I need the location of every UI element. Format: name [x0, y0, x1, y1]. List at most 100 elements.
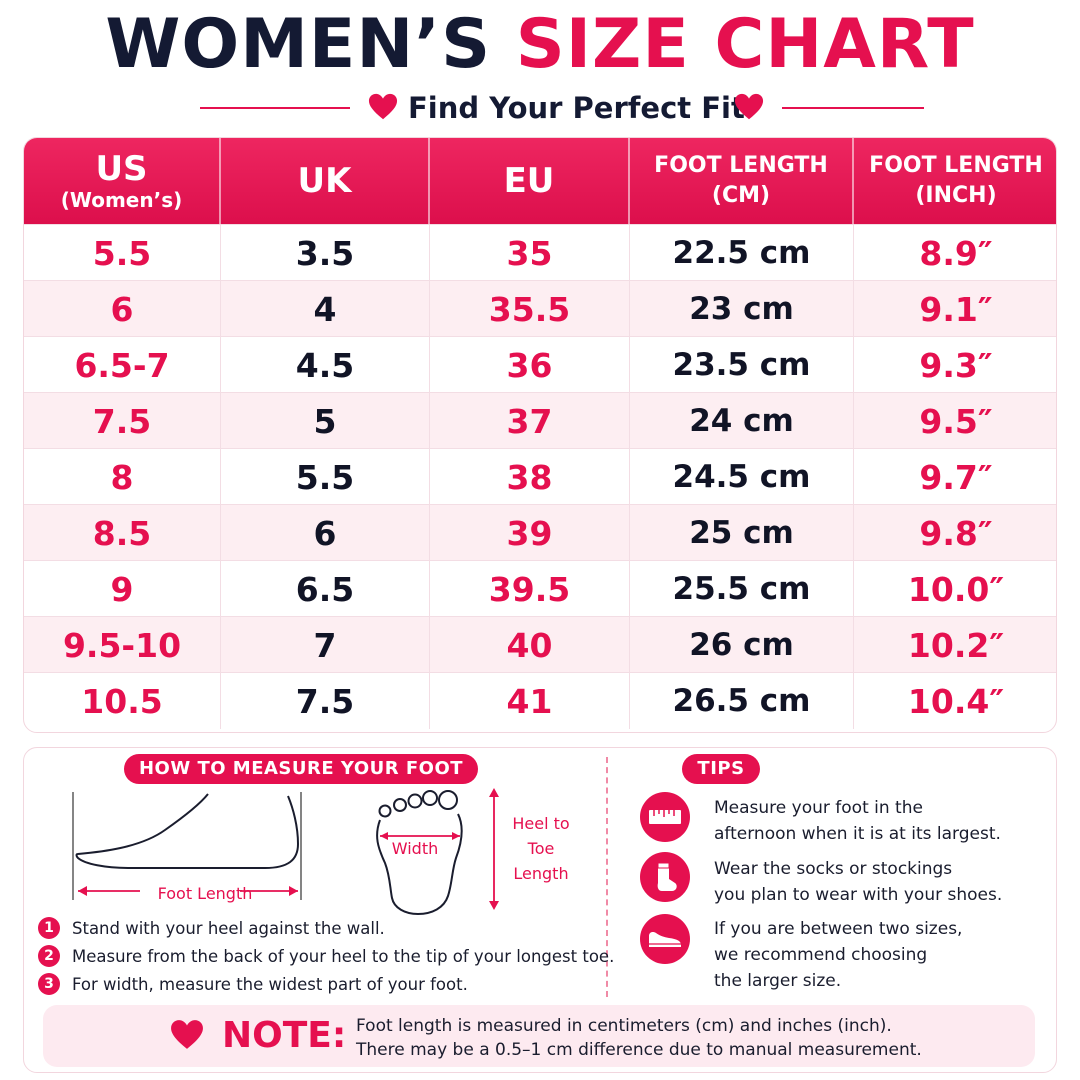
- table-row: 10.5 7.5 41 26.5 cm 10.4″: [24, 672, 1056, 729]
- measure-step-2: 2 Measure from the back of your heel to …: [38, 944, 614, 968]
- cell-uk: 7: [221, 617, 430, 673]
- tip-3: If you are between two sizes, we recomme…: [714, 916, 1044, 994]
- header-us-sub: (Women’s): [60, 188, 183, 212]
- cell-uk: 6.5: [221, 561, 430, 617]
- subtitle-row: Find Your Perfect Fit: [0, 88, 1080, 128]
- shoe-icon: [640, 914, 690, 964]
- header-foot-length-cm-label: FOOT LENGTH: [654, 153, 828, 178]
- cell-uk: 4: [221, 281, 430, 337]
- step-number: 2: [38, 945, 60, 967]
- table-row: 6 4 35.5 23 cm 9.1″: [24, 280, 1056, 337]
- cell-eu: 37: [430, 393, 630, 449]
- cell-uk: 5.5: [221, 449, 430, 505]
- cell-foot-inch: 9.8″: [919, 513, 993, 553]
- cell-eu: 39.5: [430, 561, 630, 617]
- cell-us: 5.5: [24, 225, 221, 281]
- step-text: Measure from the back of your heel to th…: [72, 946, 615, 966]
- cell-eu: 35.5: [430, 281, 630, 337]
- cell-eu: 36: [430, 337, 630, 393]
- cell-us: 9.5-10: [24, 617, 221, 673]
- cell-foot-inch: 9.1″: [919, 289, 993, 329]
- step-number: 3: [38, 973, 60, 995]
- step-text: Stand with your heel against the wall.: [72, 918, 385, 938]
- note-line-1: Foot length is measured in centimeters (…: [356, 1016, 892, 1036]
- foot-measurement-illustration: [72, 788, 499, 916]
- header-foot-length-cm-unit: (CM): [711, 183, 771, 208]
- measure-step-3: 3 For width, measure the widest part of …: [38, 972, 468, 996]
- foot-length-label: Foot Length: [157, 884, 253, 903]
- header-foot-length-cm: FOOT LENGTH (CM): [630, 138, 854, 224]
- tip-3-line-2: we recommend choosing: [714, 945, 928, 965]
- section-divider: [606, 757, 608, 997]
- cell-us: 10.5: [24, 673, 221, 729]
- tip-1: Measure your foot in the afternoon when …: [714, 795, 1044, 847]
- heart-icon: [368, 93, 398, 120]
- side-foot-outline: [75, 793, 300, 869]
- note-label: NOTE:: [222, 1015, 347, 1056]
- sock-icon: [640, 852, 690, 902]
- cell-uk: 6: [221, 505, 430, 561]
- tip-2-line-1: Wear the socks or stockings: [714, 859, 953, 879]
- cell-foot-cm: 25.5 cm: [630, 561, 854, 617]
- table-row: 8.5 6 39 25 cm 9.8″: [24, 504, 1056, 561]
- cell-us: 9: [24, 561, 221, 617]
- cell-uk: 4.5: [221, 337, 430, 393]
- table-row: 7.5 5 37 24 cm 9.5″: [24, 392, 1056, 449]
- cell-us: 8: [24, 449, 221, 505]
- table-row: 5.5 3.5 35 22.5 cm 8.9″: [24, 224, 1056, 281]
- cell-foot-cm: 26.5 cm: [630, 673, 854, 729]
- cell-foot-inch: 9.7″: [919, 457, 993, 497]
- tip-3-line-1: If you are between two sizes,: [714, 919, 963, 939]
- header-us: US (Women’s): [24, 138, 221, 224]
- heel-to-toe-line2: Toe: [527, 839, 555, 858]
- heel-to-toe-line3: Length: [513, 864, 569, 883]
- measure-step-1: 1 Stand with your heel against the wall.: [38, 916, 385, 940]
- cell-foot-cm: 26 cm: [630, 617, 854, 673]
- title-size-chart: SIZE CHART: [515, 5, 975, 84]
- cell-foot-inch: 9.3″: [919, 345, 993, 385]
- tip-1-line-2: afternoon when it is at its largest.: [714, 824, 1001, 844]
- tip-2-line-2: you plan to wear with your shoes.: [714, 885, 1003, 905]
- tip-1-line-1: Measure your foot in the: [714, 798, 923, 818]
- page-title: WOMEN’S SIZE CHART: [0, 4, 1080, 86]
- header-uk-label: UK: [297, 161, 352, 201]
- size-table: US (Women’s) UK EU FOOT LENGTH (CM) FOOT…: [23, 137, 1057, 733]
- measure-heading: HOW TO MEASURE YOUR FOOT: [124, 754, 478, 784]
- cell-foot-cm: 22.5 cm: [630, 225, 854, 281]
- cell-eu: 40: [430, 617, 630, 673]
- note-text: Foot length is measured in centimeters (…: [356, 1014, 922, 1062]
- tip-2: Wear the socks or stockings you plan to …: [714, 856, 1044, 908]
- header-foot-length-inch: FOOT LENGTH (INCH): [854, 138, 1056, 224]
- header-uk: UK: [221, 138, 430, 224]
- table-row: 9 6.5 39.5 25.5 cm 10.0″: [24, 560, 1056, 617]
- cell-foot-inch: 9.5″: [919, 401, 993, 441]
- cell-foot-cm: 24 cm: [630, 393, 854, 449]
- tip-3-line-3: the larger size.: [714, 971, 842, 991]
- table-header: US (Women’s) UK EU FOOT LENGTH (CM) FOOT…: [24, 138, 1056, 224]
- table-row: 6.5-7 4.5 36 23.5 cm 9.3″: [24, 336, 1056, 393]
- header-foot-length-inch-label: FOOT LENGTH: [869, 153, 1043, 178]
- tips-heading: TIPS: [682, 754, 760, 784]
- header-eu-label: EU: [503, 161, 555, 201]
- cell-us: 6: [24, 281, 221, 337]
- subtitle: Find Your Perfect Fit: [408, 91, 745, 125]
- table-row: 9.5-10 7 40 26 cm 10.2″: [24, 616, 1056, 673]
- subtitle-divider-right: [782, 107, 924, 109]
- cell-eu: 39: [430, 505, 630, 561]
- ruler-icon: [640, 792, 690, 842]
- heart-icon: [171, 1020, 203, 1049]
- heel-to-toe-line1: Heel to: [512, 814, 570, 833]
- header-us-label: US: [95, 149, 148, 189]
- cell-eu: 41: [430, 673, 630, 729]
- cell-uk: 3.5: [221, 225, 430, 281]
- header-foot-length-inch-unit: (INCH): [915, 183, 997, 208]
- cell-foot-cm: 25 cm: [630, 505, 854, 561]
- width-label: Width: [391, 839, 439, 858]
- step-text: For width, measure the widest part of yo…: [72, 974, 468, 994]
- title-womens: WOMEN’S: [105, 5, 492, 84]
- cell-us: 7.5: [24, 393, 221, 449]
- table-row: 8 5.5 38 24.5 cm 9.7″: [24, 448, 1056, 505]
- heart-icon: [734, 93, 764, 120]
- cell-eu: 35: [430, 225, 630, 281]
- cell-foot-cm: 23 cm: [630, 281, 854, 337]
